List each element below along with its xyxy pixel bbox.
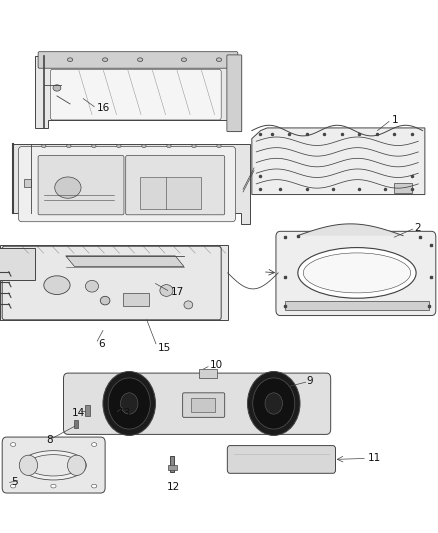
Text: 2: 2 <box>414 223 420 233</box>
Ellipse shape <box>160 285 173 296</box>
FancyBboxPatch shape <box>38 156 124 215</box>
Polygon shape <box>35 56 241 131</box>
FancyBboxPatch shape <box>276 231 436 316</box>
FancyBboxPatch shape <box>227 446 336 473</box>
Ellipse shape <box>216 58 222 61</box>
Ellipse shape <box>167 144 171 148</box>
Ellipse shape <box>92 442 97 446</box>
Bar <box>123 293 149 306</box>
Bar <box>170 456 174 472</box>
Circle shape <box>108 378 150 429</box>
Text: 1: 1 <box>392 115 399 125</box>
FancyBboxPatch shape <box>126 156 225 215</box>
Polygon shape <box>298 224 403 236</box>
Ellipse shape <box>303 253 411 293</box>
Ellipse shape <box>27 455 80 476</box>
Ellipse shape <box>92 144 96 148</box>
Ellipse shape <box>217 144 221 148</box>
FancyBboxPatch shape <box>2 437 105 493</box>
Ellipse shape <box>11 484 16 488</box>
Ellipse shape <box>192 144 196 148</box>
Bar <box>85 405 90 416</box>
Ellipse shape <box>67 58 73 61</box>
Text: 8: 8 <box>46 435 53 445</box>
Text: 10: 10 <box>210 360 223 370</box>
Text: 12: 12 <box>166 482 180 492</box>
Text: 9: 9 <box>307 376 313 386</box>
Ellipse shape <box>67 455 86 475</box>
Bar <box>74 420 78 428</box>
Bar <box>24 179 31 187</box>
Bar <box>199 369 217 378</box>
Circle shape <box>103 372 155 435</box>
Circle shape <box>120 393 138 414</box>
Text: 11: 11 <box>368 454 381 463</box>
Ellipse shape <box>100 296 110 305</box>
Ellipse shape <box>138 58 143 61</box>
Polygon shape <box>252 128 425 195</box>
FancyBboxPatch shape <box>227 55 242 132</box>
FancyBboxPatch shape <box>50 69 221 120</box>
Ellipse shape <box>51 484 56 488</box>
Polygon shape <box>0 245 228 320</box>
Circle shape <box>247 372 300 435</box>
Ellipse shape <box>298 247 416 298</box>
Circle shape <box>265 393 283 414</box>
Text: 13: 13 <box>118 408 131 418</box>
Ellipse shape <box>53 85 61 91</box>
Polygon shape <box>13 144 250 224</box>
Text: 5: 5 <box>11 478 18 487</box>
Text: 16: 16 <box>96 103 110 112</box>
Ellipse shape <box>85 280 99 292</box>
Text: 17: 17 <box>171 287 184 297</box>
FancyBboxPatch shape <box>38 52 238 68</box>
Ellipse shape <box>117 144 121 148</box>
Polygon shape <box>0 248 35 320</box>
Ellipse shape <box>42 144 46 148</box>
Ellipse shape <box>55 177 81 198</box>
Ellipse shape <box>142 144 146 148</box>
Bar <box>285 301 429 310</box>
Bar <box>394 183 412 193</box>
Bar <box>140 177 201 209</box>
Ellipse shape <box>181 58 187 61</box>
Text: 6: 6 <box>99 339 105 349</box>
Text: 14: 14 <box>72 408 85 418</box>
Polygon shape <box>66 256 184 266</box>
Ellipse shape <box>102 58 108 61</box>
Ellipse shape <box>92 484 97 488</box>
Ellipse shape <box>67 144 71 148</box>
Ellipse shape <box>21 451 86 480</box>
Bar <box>168 465 177 470</box>
Polygon shape <box>278 235 434 312</box>
FancyBboxPatch shape <box>183 393 225 417</box>
FancyBboxPatch shape <box>18 147 236 222</box>
FancyBboxPatch shape <box>64 373 331 434</box>
Text: 15: 15 <box>158 343 171 352</box>
Ellipse shape <box>19 455 38 475</box>
Ellipse shape <box>44 276 70 294</box>
Circle shape <box>253 378 295 429</box>
Ellipse shape <box>184 301 193 309</box>
Ellipse shape <box>11 442 16 446</box>
Bar <box>191 398 215 412</box>
